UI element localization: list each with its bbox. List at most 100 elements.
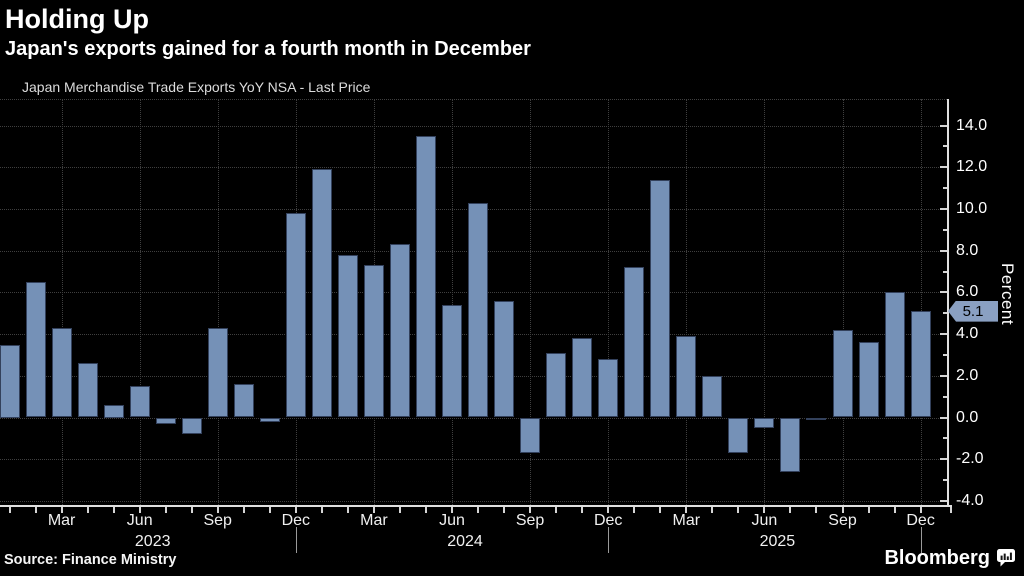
x-axis-month-label: Sep [203,512,232,529]
bar [806,417,827,420]
x-axis-end-tick [950,507,952,513]
plot-top-border [0,99,947,100]
y-axis-major-tick [940,333,947,336]
x-axis-tick [399,507,401,513]
x-axis-year-label: 2025 [759,533,796,550]
y-axis-major-tick [940,374,947,377]
x-axis-tick [867,507,870,513]
y-axis-minor-tick [943,187,947,189]
y-axis-tick-label: 0.0 [956,408,979,426]
y-axis-tick-label: 2.0 [956,366,979,384]
bar [155,417,176,424]
bar [129,386,150,418]
x-axis-month-label: Dec [281,512,311,529]
x-axis-tick [60,507,63,513]
x-axis-tick [425,507,427,513]
y-gridline [0,459,947,461]
x-axis-tick [529,507,532,513]
bar [363,265,384,418]
y-axis-minor-tick [943,145,947,148]
x-axis-tick [34,507,37,513]
x-axis-tick [763,507,766,513]
bar [25,281,46,418]
y-axis-major-tick [940,166,947,169]
y-axis-major-tick [940,499,947,502]
y-gridline [0,125,947,127]
x-axis-month-label: Jun [126,512,153,529]
x-axis-year-label: 2024 [447,533,483,550]
source-credit: Source: Finance Ministry [4,552,177,568]
bar [624,267,645,418]
y-gridline [0,167,947,169]
x-axis-tick [555,507,558,513]
x-gridline [764,99,766,505]
x-axis-month-label: Jun [439,512,465,529]
bar [390,244,410,418]
x-axis-tick [711,507,714,513]
x-axis-month-label: Jun [751,512,778,529]
y-gridline [0,500,947,502]
x-gridline [530,99,532,505]
bar [0,344,20,418]
year-separator [920,527,922,553]
bloomberg-logo: Bloomberg [884,547,990,569]
x-axis-tick [451,507,453,513]
bar [858,342,879,418]
x-axis-tick [294,507,297,513]
bar [546,352,567,418]
y-axis-major-tick [940,124,947,127]
y-axis-minor-tick [943,228,947,231]
y-axis-minor-tick [943,395,947,398]
y-axis-minor-tick [943,479,947,482]
bar [572,338,593,418]
x-gridline [920,99,922,505]
bloomberg-chart-bubble-icon [997,549,1015,567]
y-axis-tick-label: 14.0 [956,116,988,134]
y-axis-tick-label: 12.0 [956,158,988,176]
last-price-badge: 5.1 [948,300,998,322]
bar [337,254,358,418]
bar [598,359,619,418]
bar [832,329,853,418]
bar [650,179,671,418]
y-axis-minor-tick [943,353,947,356]
y-axis-tick-label: 6.0 [956,283,979,301]
y-axis-title: Percent [998,263,1017,326]
x-gridline [608,99,610,505]
bar [285,213,306,418]
x-axis-month-label: Dec [593,512,623,529]
bar [77,363,98,418]
year-separator [295,527,297,553]
y-axis-minor-tick [943,437,947,440]
x-axis-tick [242,507,245,513]
y-axis-minor-tick [943,312,947,315]
y-axis-major-tick [940,207,947,210]
x-axis-tick [164,507,167,513]
y-axis-minor-tick [943,270,947,273]
x-axis-tick [86,507,89,513]
bar [520,417,541,453]
x-axis-tick [633,507,636,513]
bar [207,327,228,418]
x-axis-line [0,505,952,507]
x-axis-month-label: Mar [672,512,701,529]
bar [728,417,749,453]
x-gridline [217,99,219,505]
year-separator [608,527,610,553]
x-axis-tick [685,507,688,513]
x-axis-tick [320,507,323,513]
bar [103,405,124,418]
x-axis-tick [216,507,219,513]
x-axis-tick [477,507,479,513]
bar [259,417,280,422]
bar [676,336,697,418]
bar [702,375,723,418]
x-axis-tick [841,507,844,513]
y-axis-tick-label: 10.0 [956,199,988,217]
x-axis-tick [659,507,662,513]
x-axis-tick [607,507,610,513]
x-axis-month-label: Dec [906,512,935,529]
x-axis-tick [112,507,115,513]
